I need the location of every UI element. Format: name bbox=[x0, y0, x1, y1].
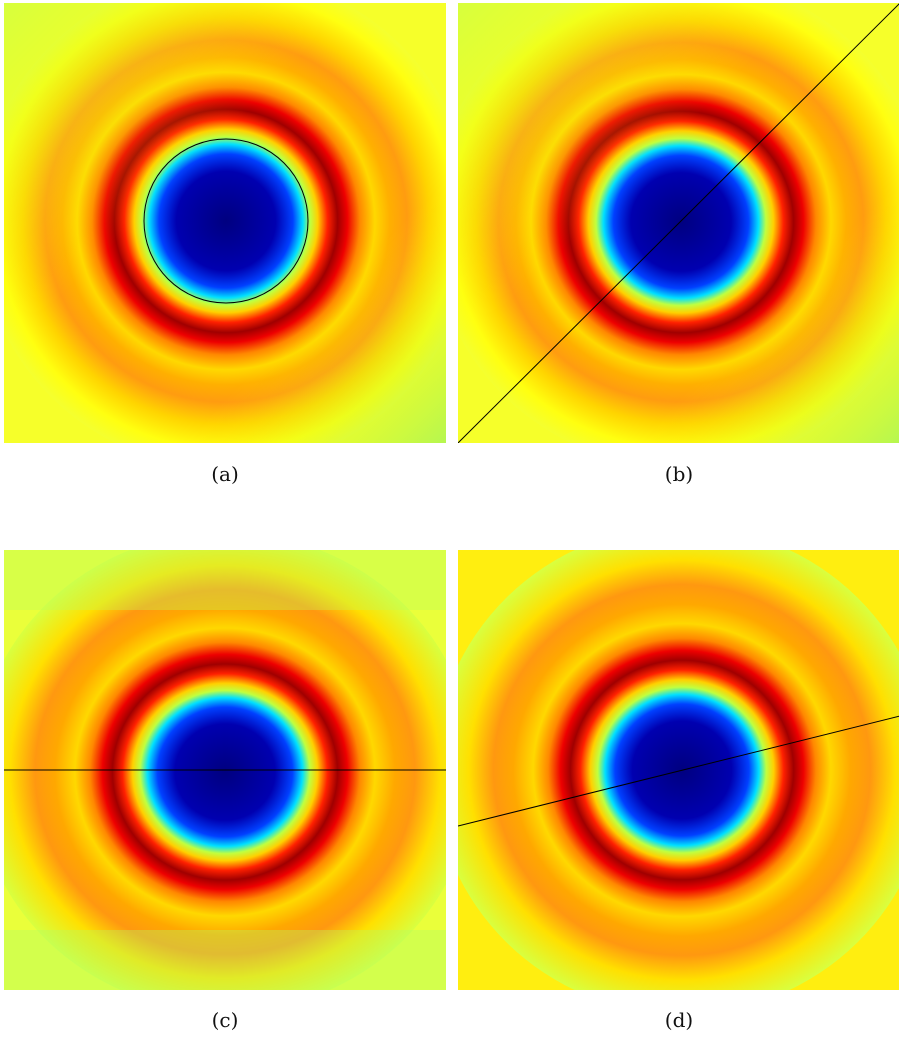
caption-b: (b) bbox=[664, 462, 694, 486]
caption-d: (d) bbox=[664, 1008, 694, 1032]
circle-overlay bbox=[143, 138, 309, 304]
panel-c-image bbox=[4, 550, 446, 990]
caption-a: (a) bbox=[211, 462, 239, 486]
panel-b-image bbox=[458, 3, 899, 443]
diagonal-line-overlay bbox=[458, 3, 899, 443]
panel-d-image bbox=[458, 550, 899, 990]
tilted-line-overlay bbox=[458, 715, 899, 827]
panel-a-image bbox=[4, 3, 446, 443]
caption-c: (c) bbox=[211, 1008, 239, 1032]
